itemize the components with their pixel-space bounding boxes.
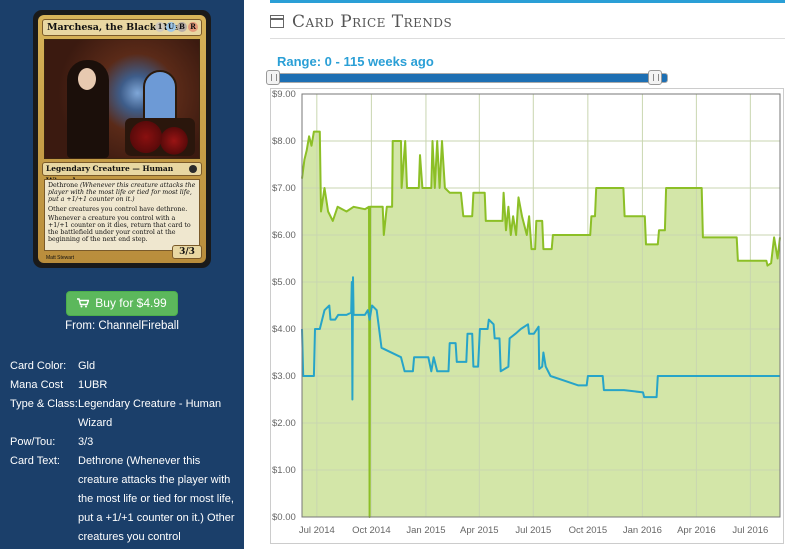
y-tick-label: $0.00 — [272, 512, 296, 523]
x-tick-label: Jan 2015 — [406, 525, 445, 536]
y-tick-label: $6.00 — [272, 230, 296, 241]
x-tick-label: Jan 2016 — [623, 525, 662, 536]
attribute-value: Dethrone (Whenever this creature attacks… — [78, 455, 235, 543]
attribute-row: Pow/Tou: 3/3 — [10, 433, 240, 452]
x-tick-label: Apr 2015 — [460, 525, 499, 536]
card-artist: Matt Stewart — [46, 255, 75, 261]
series-area-fill — [302, 131, 780, 517]
range-label: Range: 0 - 115 weeks ago — [277, 54, 434, 69]
range-slider-track[interactable] — [270, 73, 668, 83]
price-trends-heading: Card Price Trends — [270, 12, 452, 32]
attribute-value: Gld — [78, 360, 96, 372]
card-attributes: Card Color: Gld Mana Cost 1UBR Type & Cl… — [10, 357, 240, 547]
price-chart: $0.00 $1.00 $2.00 $3.00 $4.00 $5.00 $6.00 $7.00… — [270, 88, 784, 544]
attribute-row: Mana Cost 1UBR — [10, 376, 240, 395]
attribute-key: Pow/Tou: — [10, 436, 56, 448]
range-slider-start-handle[interactable] — [266, 70, 280, 85]
y-tick-label: $4.00 — [272, 324, 296, 335]
price-trends-panel: Card Price Trends Range: 0 - 115 weeks a… — [266, 0, 785, 549]
attribute-value: 1UBR — [78, 379, 108, 391]
attribute-value: 3/3 — [78, 436, 94, 448]
plot-border — [301, 93, 781, 518]
buy-source: From: ChannelFireball — [65, 320, 179, 332]
attribute-key: Card Text: — [10, 455, 60, 467]
y-tick-label: $8.00 — [272, 136, 296, 147]
mana-black-icon: B — [177, 22, 187, 32]
card-name: Marchesa, the Black Rose 1 U B R — [42, 19, 202, 36]
card-artwork — [44, 39, 200, 159]
y-tick-label: $7.00 — [272, 183, 296, 194]
card-info-panel: Marchesa, the Black Rose 1 U B R Legenda — [0, 0, 244, 549]
heading-divider — [270, 38, 785, 39]
attribute-key: Mana Cost — [10, 379, 64, 391]
x-tick-label: Apr 2016 — [677, 525, 716, 536]
mana-red-icon: R — [188, 22, 198, 32]
series-line-green — [301, 130, 781, 518]
attribute-key: Type & Class: — [10, 398, 78, 410]
attribute-row: Card Color: Gld — [10, 357, 240, 376]
card-image: Marchesa, the Black Rose 1 U B R Legenda — [33, 10, 211, 268]
y-tick-label: $2.00 — [272, 418, 296, 429]
shopping-cart-icon — [77, 298, 90, 308]
y-tick-label: $5.00 — [272, 277, 296, 288]
y-tick-label: $9.00 — [272, 89, 296, 100]
attribute-row: Type & Class: Legendary Creature - Human… — [10, 395, 240, 433]
attribute-value: Legendary Creature - Human Wizard — [78, 398, 222, 429]
x-tick-label: Oct 2014 — [352, 525, 391, 536]
x-tick-label: Jul 2015 — [515, 525, 551, 536]
x-tick-label: Jul 2014 — [299, 525, 335, 536]
range-slider-end-handle[interactable] — [648, 70, 662, 85]
set-symbol-icon — [189, 165, 197, 173]
buy-button[interactable]: Buy for $4.99 — [66, 291, 178, 316]
calendar-icon — [270, 15, 284, 28]
y-tick-label: $1.00 — [272, 465, 296, 476]
mana-blue-icon: U — [166, 22, 176, 32]
series-line-blue — [301, 276, 780, 401]
card-type-line: Legendary Creature — Human Wizard — [42, 162, 202, 185]
mana-cost-icons: 1 U B R — [155, 22, 198, 32]
card-power-toughness: 3/3 — [172, 245, 202, 259]
attribute-row: Card Text: Dethrone (Whenever this creat… — [10, 452, 240, 547]
y-tick-label: $3.00 — [272, 371, 296, 382]
attribute-key: Card Color: — [10, 360, 67, 372]
x-tick-label: Jul 2016 — [732, 525, 768, 536]
panel-top-rule — [270, 0, 785, 3]
card-rules-text: Dethrone (Whenever this creature attacks… — [44, 179, 200, 251]
mana-generic-icon: 1 — [155, 22, 165, 32]
x-tick-label: Oct 2015 — [569, 525, 608, 536]
